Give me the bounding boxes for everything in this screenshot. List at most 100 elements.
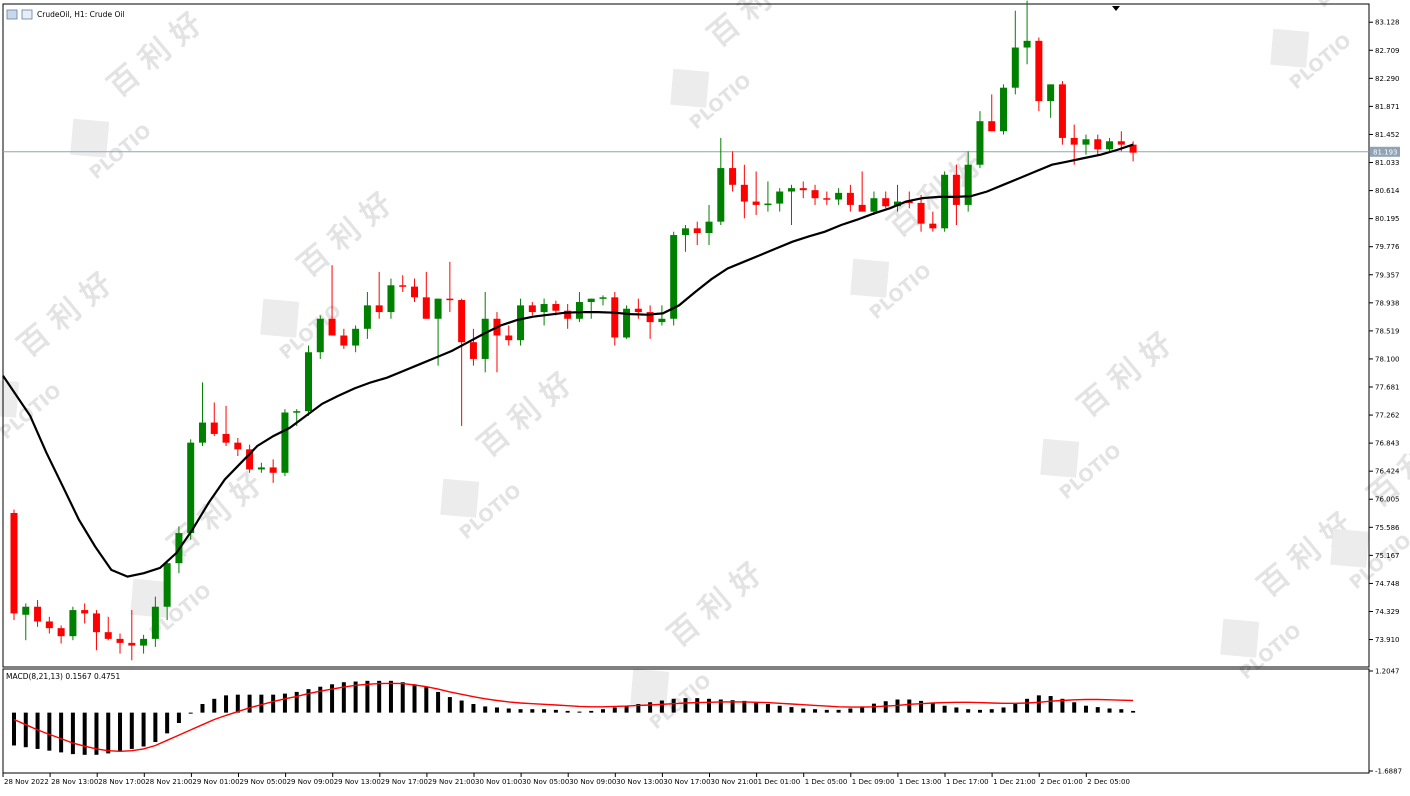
ma-path [2,143,1134,578]
candle-body [116,638,124,643]
candle [352,325,360,353]
candle-body [776,191,784,204]
candle-body [505,335,513,341]
macd-bar [82,712,87,755]
price-tick-label: 81.871 [1375,103,1400,111]
time-tick-label: 28 Nov 17:00 [98,778,145,786]
candle-body [210,422,218,434]
candle-body [328,318,336,336]
macd-bar [695,698,700,713]
watermark-cn: 百 利 好 [471,366,578,464]
candle [670,231,678,326]
watermark-cn: 百 利 好 [1071,326,1178,424]
macd-bar [683,698,688,713]
candle-body [575,302,583,319]
candle-body [269,467,277,473]
macd-bar [883,701,888,713]
candle-body [905,201,913,204]
macd-bar [271,694,276,713]
macd-bar [282,693,287,713]
candle-body [1058,84,1066,138]
time-tick-label: 2 Dec 05:00 [1087,778,1130,786]
macd-bar [247,694,252,713]
candle-body [411,286,419,298]
macd-bar [447,697,452,713]
candle [575,291,583,323]
price-tick-label: 75.167 [1375,552,1400,560]
current-price-line: 81.193 [3,146,1400,157]
candle-body [564,310,572,319]
candle-body [1011,47,1019,88]
macd-bar [942,705,947,713]
macd-axis: 1.2047 -1.6887 [1369,668,1402,776]
price-tick-label: 74.329 [1375,608,1400,616]
macd-bar [777,705,782,713]
candle [458,298,466,426]
time-tick-label: 1 Dec 09:00 [852,778,895,786]
macd-bar [860,706,865,713]
macd-bar [153,712,158,743]
candle-body [458,300,466,343]
macd-bar [306,689,311,713]
candle-body [34,606,42,622]
macd-bar [636,703,641,713]
macd-bar [1001,707,1006,713]
macd-bar [129,712,134,749]
chart-title: CrudeOil, H1: Crude Oil [37,10,125,19]
candle [646,305,654,339]
macd-bar [400,682,405,713]
candle [870,191,878,215]
candle-body [140,638,148,646]
candle-body [1070,137,1078,145]
main-chart-frame [2,3,1370,668]
price-tick-label: 78.938 [1375,299,1400,307]
candle [493,312,501,373]
candle [764,181,772,212]
macd-panel-frame [2,668,1370,774]
candle [210,402,218,436]
candle-body [1082,139,1090,145]
candle-body [540,304,548,313]
macd-bar [765,703,770,713]
watermark-cn: 百 利 好 [1301,0,1408,14]
macd-bar [530,709,535,713]
time-tick-label: 30 Nov 01:00 [475,778,522,786]
macd-bar [589,710,594,713]
candle [634,298,642,319]
candle-body [234,442,242,450]
price-tick-label: 74.748 [1375,580,1400,588]
candle [705,204,713,246]
macd-bar [176,712,181,724]
candle-body [646,312,654,323]
chart-shift-marker[interactable] [1112,6,1120,11]
time-tick-label: 1 Dec 21:00 [993,778,1036,786]
candle-body [752,201,760,205]
price-tick-label: 79.776 [1375,243,1400,251]
candle [952,164,960,225]
candle [151,596,159,647]
macd-bar [1060,698,1065,713]
macd-bar [707,698,712,713]
candle [917,194,925,232]
candle-body [1047,84,1055,102]
candle [540,298,548,326]
watermark-cn: 百 利 好 [701,0,808,54]
time-tick-label: 30 Nov 05:00 [522,778,569,786]
candle [587,298,595,319]
macd-bar [35,712,40,749]
macd-bar [624,705,629,713]
macd-bar [612,707,617,713]
chart-type-icon [21,9,33,20]
macd-bar [871,703,876,713]
candle-body [1129,144,1137,153]
candle [198,382,206,446]
candle-body [387,285,395,313]
candle-body [964,164,972,205]
candle [505,325,513,346]
macd-bar [836,709,841,713]
price-tick-label: 81.452 [1375,131,1400,139]
candle [81,603,89,624]
